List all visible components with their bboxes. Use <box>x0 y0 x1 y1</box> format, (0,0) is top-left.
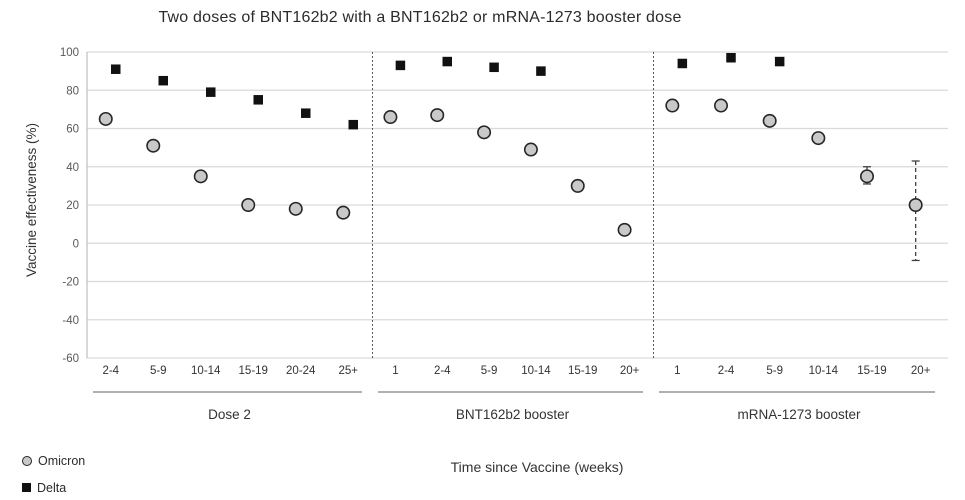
data-point-delta <box>774 56 785 67</box>
x-axis-title: Time since Vaccine (weeks) <box>450 459 624 475</box>
data-point-delta <box>489 62 499 73</box>
x-tick-label: 5-9 <box>766 365 783 377</box>
data-point-omicron <box>570 178 585 193</box>
data-point-omicron <box>430 108 445 123</box>
data-point-omicron <box>523 142 538 157</box>
data-point-delta <box>395 60 406 71</box>
data-point-delta <box>536 66 546 76</box>
x-tick-label: 10-14 <box>809 365 839 377</box>
x-tick-label: 15-19 <box>239 365 268 377</box>
x-tick-label: 15-19 <box>568 365 597 377</box>
y-tick-label: -20 <box>62 277 79 289</box>
y-tick-label: -60 <box>62 353 79 365</box>
panel-label: Dose 2 <box>208 407 251 422</box>
y-tick-label: 0 <box>73 238 79 250</box>
data-point-delta <box>301 108 311 118</box>
data-point-delta <box>442 56 452 67</box>
legend: Omicron Delta <box>22 447 85 500</box>
legend-label-omicron: Omicron <box>38 453 86 468</box>
data-point-delta <box>158 75 168 86</box>
data-point-omicron <box>713 98 728 113</box>
x-tick-label: 5-9 <box>150 365 167 377</box>
data-point-delta <box>253 95 263 105</box>
y-tick-label: 40 <box>66 162 79 174</box>
data-point-delta <box>206 87 216 97</box>
y-tick-label: 80 <box>66 85 79 97</box>
omicron-marker-icon <box>22 455 32 466</box>
data-point-omicron <box>336 205 351 220</box>
panel-label: mRNA-1273 booster <box>737 407 861 422</box>
data-point-delta <box>677 58 688 69</box>
data-point-omicron <box>811 131 826 146</box>
data-point-omicron <box>908 198 923 213</box>
y-tick-label: -40 <box>62 315 79 327</box>
x-tick-label: 2-4 <box>102 365 119 377</box>
data-point-delta <box>726 52 736 63</box>
data-point-omicron <box>146 138 161 153</box>
data-point-omicron <box>98 111 113 126</box>
x-tick-label: 5-9 <box>481 365 498 377</box>
data-point-omicron <box>477 125 492 140</box>
data-point-omicron <box>288 201 303 216</box>
data-point-delta <box>111 64 121 74</box>
data-point-omicron <box>383 110 398 125</box>
x-tick-label: 1 <box>392 365 398 377</box>
x-tick-label: 25+ <box>338 365 358 377</box>
x-tick-label: 20+ <box>911 365 931 377</box>
x-tick-label: 10-14 <box>521 365 551 377</box>
data-point-omicron <box>665 98 680 113</box>
data-point-omicron <box>859 169 874 184</box>
x-tick-label: 10-14 <box>191 365 221 377</box>
x-tick-label: 15-19 <box>857 365 886 377</box>
legend-item-delta: Delta <box>22 474 85 500</box>
data-point-omicron <box>241 198 256 213</box>
data-point-omicron <box>617 222 632 237</box>
data-point-omicron <box>762 113 777 128</box>
x-tick-label: 20-24 <box>286 365 316 377</box>
chart-title: Two doses of BNT162b2 with a BNT162b2 or… <box>158 9 682 26</box>
x-tick-label: 2-4 <box>434 365 451 377</box>
y-tick-label: 100 <box>60 47 79 59</box>
data-point-omicron <box>193 169 208 184</box>
x-tick-label: 1 <box>674 365 680 377</box>
data-point-delta <box>348 119 358 130</box>
delta-marker-icon <box>22 483 31 492</box>
legend-item-omicron: Omicron <box>22 447 85 474</box>
panel-label: BNT162b2 booster <box>456 407 570 422</box>
legend-label-delta: Delta <box>37 480 67 495</box>
x-tick-label: 2-4 <box>718 365 735 377</box>
y-tick-label: 20 <box>66 200 79 212</box>
x-tick-label: 20+ <box>620 365 640 377</box>
y-tick-label: 60 <box>66 124 79 136</box>
